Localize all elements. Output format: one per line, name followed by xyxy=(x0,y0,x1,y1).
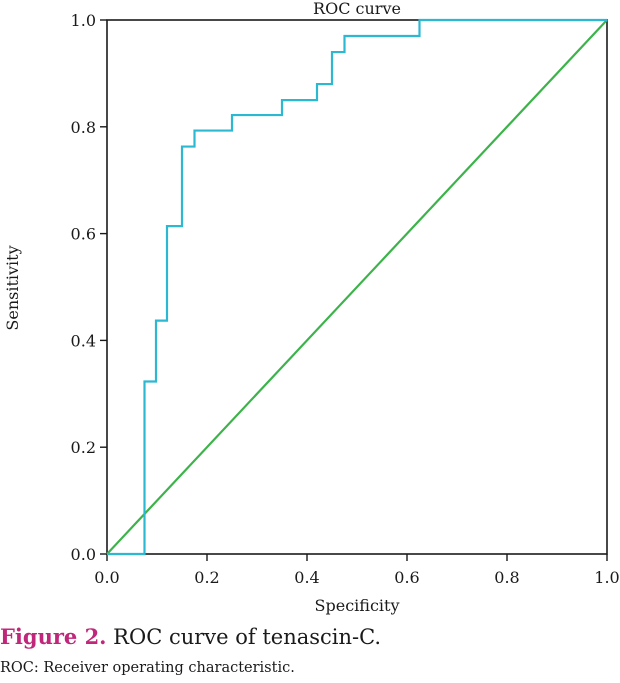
figure-caption-label: Figure 2. xyxy=(0,624,107,649)
y-tick-label: 0.2 xyxy=(71,438,96,457)
y-tick-label: 0.8 xyxy=(71,118,96,137)
x-tick-label: 0.0 xyxy=(94,568,119,587)
x-tick-label: 1.0 xyxy=(594,568,619,587)
y-axis-label: Sensitivity xyxy=(3,245,22,330)
y-tick-label: 0.6 xyxy=(71,225,96,244)
x-tick-label: 0.8 xyxy=(494,568,519,587)
figure-caption-text: ROC curve of tenascin-C. xyxy=(106,625,382,649)
y-tick-label: 0.0 xyxy=(71,545,96,564)
roc-curve-line xyxy=(107,18,607,556)
figure-footnote: ROC: Receiver operating characteristic. xyxy=(0,660,295,676)
x-tick-label: 0.4 xyxy=(294,568,319,587)
plot-area: 0.0 0.2 0.4 0.6 0.8 1.0 0.0 0.2 0.4 0.6 0.8 1.0 xyxy=(71,11,620,587)
y-tick-label: 1.0 xyxy=(71,11,96,30)
figure-caption: Figure 2. ROC curve of tenascin-C. xyxy=(0,622,620,652)
x-tick-label: 0.6 xyxy=(394,568,419,587)
x-tick-label: 0.2 xyxy=(194,568,219,587)
reference-diagonal-line xyxy=(106,19,608,555)
chart-title: ROC curve xyxy=(313,0,401,18)
roc-chart: ROC curve 0.0 0.2 0.4 0.6 0.8 1.0 0.0 0.2 0.4 0.6… xyxy=(3,0,620,615)
plot-frame xyxy=(106,19,608,555)
y-tick-label: 0.4 xyxy=(71,331,96,350)
x-axis-label: Specificity xyxy=(315,596,400,615)
